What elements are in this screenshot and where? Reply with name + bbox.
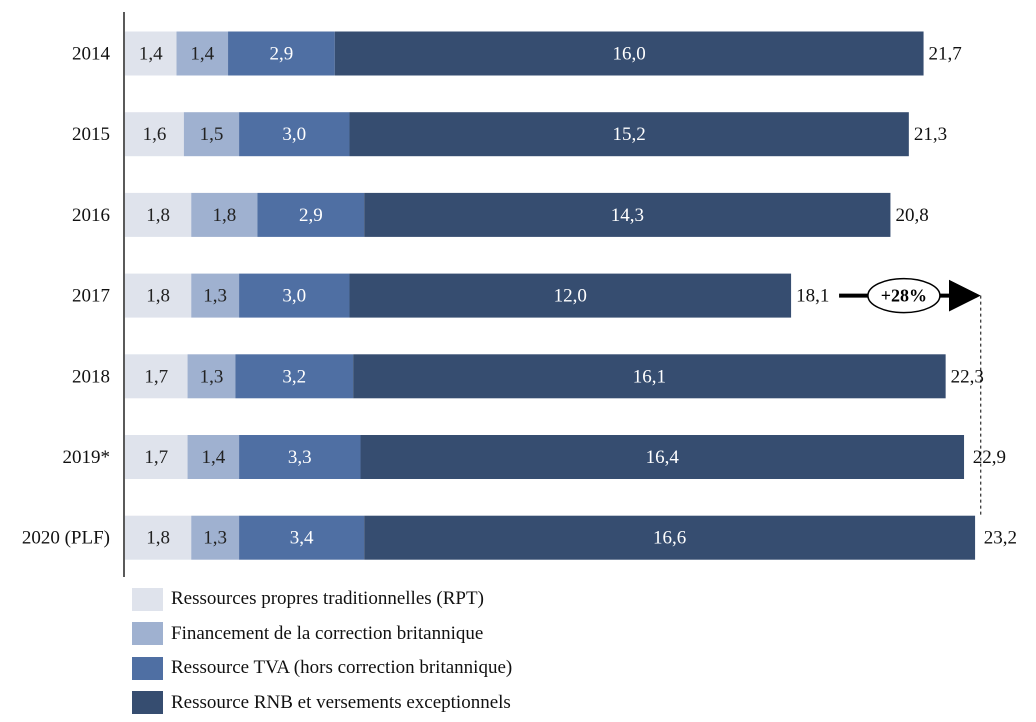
bar-segment xyxy=(125,192,192,237)
legend-item: Financement de la correction britannique xyxy=(132,617,512,652)
data-label: 1,4 xyxy=(201,447,225,468)
bar-segment xyxy=(125,515,192,560)
data-label: 14,3 xyxy=(611,205,644,226)
data-label: 3,2 xyxy=(282,366,306,387)
data-label: 1,3 xyxy=(203,528,227,549)
category-label: 2016 xyxy=(72,205,110,226)
bar-segment xyxy=(125,354,188,399)
bar-segment xyxy=(191,192,258,237)
bar-segment xyxy=(125,31,177,76)
bar-segment xyxy=(191,515,240,560)
category-label: 2017 xyxy=(72,286,110,307)
category-label: 2019* xyxy=(63,447,111,468)
bar-segment xyxy=(235,354,354,399)
bar-segment xyxy=(125,435,188,479)
data-label: 1,7 xyxy=(144,447,168,468)
legend: Ressources propres traditionnelles (RPT)… xyxy=(132,582,512,720)
legend-label: Ressource RNB et versements exceptionnel… xyxy=(171,691,511,713)
bar-segment xyxy=(349,112,909,157)
bar-segment xyxy=(257,192,365,237)
category-label: 2020 (PLF) xyxy=(22,528,110,549)
bar-segment xyxy=(239,515,365,560)
data-label: 1,8 xyxy=(212,205,236,226)
category-label: 2014 xyxy=(72,44,111,65)
bar-segment xyxy=(183,112,240,157)
data-label: 3,0 xyxy=(282,286,306,307)
data-label: 1,8 xyxy=(146,205,170,226)
data-label: 3,0 xyxy=(282,124,306,145)
data-label: 1,7 xyxy=(144,366,168,387)
legend-swatch xyxy=(132,622,163,646)
total-label: 22,9 xyxy=(973,447,1006,468)
bar-segment xyxy=(125,273,192,318)
data-label: 16,0 xyxy=(613,44,646,65)
data-label: 1,6 xyxy=(143,124,167,145)
legend-item: Ressources propres traditionnelles (RPT) xyxy=(132,582,512,617)
data-label: 12,0 xyxy=(554,286,587,307)
growth-badge xyxy=(867,277,941,314)
data-label: 1,5 xyxy=(200,124,224,145)
bar-segment xyxy=(239,112,350,157)
legend-item: Ressource TVA (hors correction britanniq… xyxy=(132,651,512,686)
legend-swatch xyxy=(132,691,163,715)
data-label: 16,6 xyxy=(653,528,686,549)
data-label: 3,3 xyxy=(288,447,312,468)
bar-segment xyxy=(349,273,792,318)
data-label: 1,4 xyxy=(190,44,214,65)
growth-label: +28% xyxy=(881,286,927,306)
bar-segment xyxy=(228,31,335,76)
legend-swatch xyxy=(132,587,163,611)
category-label: 2018 xyxy=(72,366,110,387)
bar-segment xyxy=(125,112,184,157)
total-label: 18,1 xyxy=(796,286,829,307)
data-label: 1,8 xyxy=(146,286,170,307)
bar-segment xyxy=(364,515,976,560)
bar-segment xyxy=(176,31,229,76)
bar-segment xyxy=(187,354,236,399)
total-label: 21,3 xyxy=(914,124,947,145)
bar-segment xyxy=(334,31,924,76)
data-label: 1,8 xyxy=(146,528,170,549)
bar-segment xyxy=(187,435,240,479)
bar-segment xyxy=(239,435,361,479)
data-label: 2,9 xyxy=(270,44,294,65)
data-label: 1,4 xyxy=(139,44,163,65)
legend-swatch xyxy=(132,656,163,680)
bar-segment xyxy=(364,192,891,237)
bar-segment xyxy=(353,354,946,399)
total-label: 20,8 xyxy=(895,205,928,226)
data-label: 2,9 xyxy=(299,205,323,226)
data-label: 16,4 xyxy=(646,447,680,468)
legend-item: Ressource RNB et versements exceptionnel… xyxy=(132,686,512,721)
bar-segment xyxy=(191,273,240,318)
data-label: 16,1 xyxy=(633,366,666,387)
total-label: 22,3 xyxy=(951,366,984,387)
data-label: 1,3 xyxy=(203,286,227,307)
data-label: 1,3 xyxy=(200,366,224,387)
total-label: 23,2 xyxy=(984,528,1017,549)
legend-label: Ressources propres traditionnelles (RPT) xyxy=(171,588,484,610)
legend-label: Financement de la correction britannique xyxy=(171,622,484,644)
data-label: 3,4 xyxy=(290,528,314,549)
data-label: 15,2 xyxy=(613,124,646,145)
category-label: 2015 xyxy=(72,124,110,145)
total-label: 21,7 xyxy=(929,44,962,65)
legend-label: Ressource TVA (hors correction britanniq… xyxy=(171,657,513,679)
bar-segment xyxy=(360,435,965,479)
bar-segment xyxy=(239,273,350,318)
